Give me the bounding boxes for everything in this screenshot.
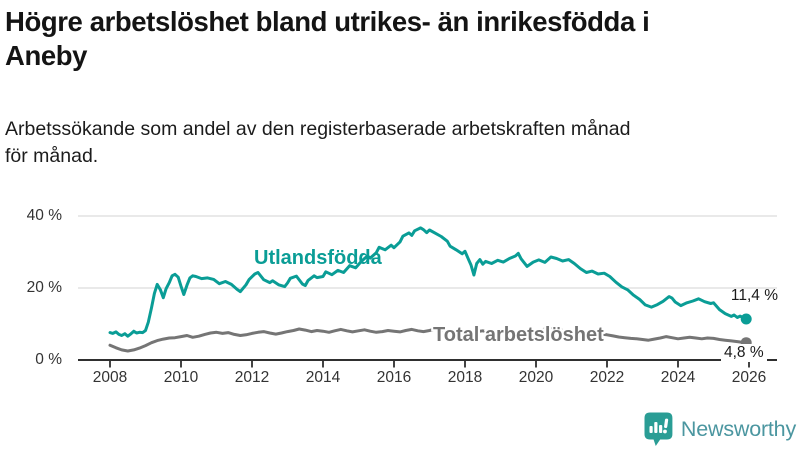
chart-subtitle: Arbetssökande som andel av den registerb… <box>5 116 797 170</box>
x-axis-tick-label: 2018 <box>447 369 483 386</box>
bar-chart-speech-bubble-icon <box>644 412 673 446</box>
series-line-utlandsf-dda <box>108 226 748 338</box>
x-axis-tick-label: 2010 <box>163 369 199 386</box>
end-value-label-utlandsfodda: 11,4 % <box>730 287 778 304</box>
x-axis-tick-label: 2020 <box>518 369 554 386</box>
page-title-line1: Högre arbetslöshet bland utrikes- än inr… <box>5 6 650 37</box>
x-axis-tick-label: 2012 <box>234 369 270 386</box>
y-axis-tick-label: 40 % <box>26 207 62 224</box>
page-title-line2: Aneby <box>5 40 88 71</box>
newsworthy-logo[interactable]: Newsworthy <box>644 410 796 448</box>
series-end-dot-utlandsf-dda <box>740 313 752 325</box>
x-axis-tick-label: 2026 <box>731 369 767 386</box>
page-title: Högre arbetslöshet bland utrikes- än inr… <box>5 5 797 73</box>
chart-subtitle-line2: för månad. <box>5 145 99 167</box>
x-axis-tick-label: 2016 <box>376 369 412 386</box>
x-axis-tick-label: 2022 <box>589 369 625 386</box>
chart-subtitle-line1: Arbetssökande som andel av den registerb… <box>5 118 631 140</box>
series-label-total-arbetsloshet: Total arbetslöshet <box>433 324 604 346</box>
series-line-total-arbetsl-shet <box>108 326 748 353</box>
x-axis-tick-label: 2014 <box>305 369 341 386</box>
newsworthy-logo-text: Newsworthy <box>680 416 796 441</box>
end-value-label-total: 4,8 % <box>721 344 767 362</box>
x-axis-tick-label: 2008 <box>92 369 128 386</box>
y-axis-tick-label: 0 % <box>35 351 62 368</box>
y-axis-tick-label: 20 % <box>26 279 62 296</box>
x-axis-tick-label: 2024 <box>660 369 696 386</box>
series-label-utlandsfodda: Utlandsfödda <box>254 247 382 269</box>
